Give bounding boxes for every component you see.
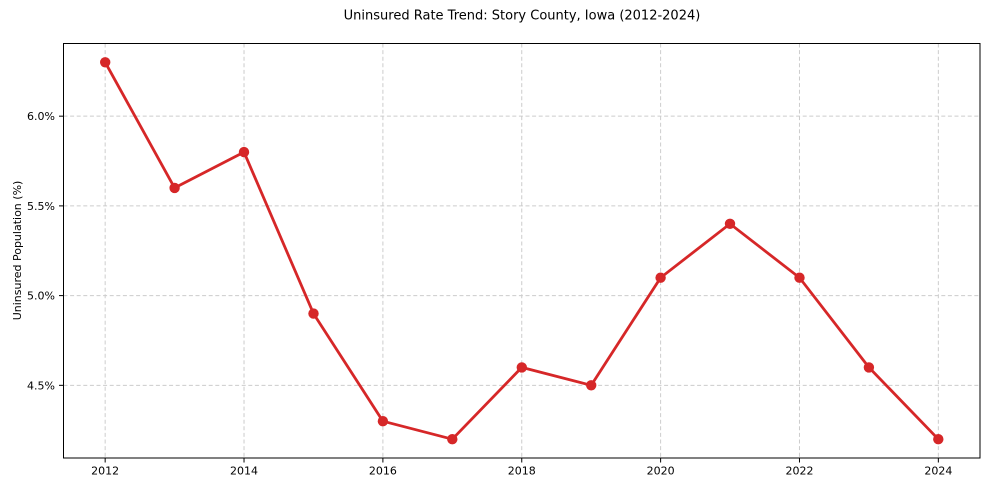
- data-point: [447, 434, 458, 445]
- data-point: [724, 218, 736, 229]
- y-tick-label: 5.0%: [27, 290, 55, 303]
- y-tick-label: 4.5%: [27, 379, 55, 392]
- data-point: [586, 380, 597, 391]
- y-tick-label: 5.5%: [27, 200, 55, 213]
- x-tick-label: 2012: [91, 465, 119, 478]
- chart-title: Uninsured Rate Trend: Story County, Iowa…: [344, 9, 701, 24]
- data-point: [308, 308, 319, 319]
- y-tick-label: 6.0%: [27, 110, 55, 123]
- data-series: [100, 57, 944, 445]
- y-axis: 4.5% 5.0% 5.5% 6.0%: [27, 110, 64, 392]
- x-tick-label: 2018: [508, 465, 536, 478]
- gridlines: [63, 43, 980, 458]
- data-point: [169, 182, 180, 194]
- data-point: [100, 57, 111, 68]
- data-point: [933, 434, 944, 445]
- y-axis-label: Uninsured Population (%): [11, 181, 24, 321]
- data-point: [238, 146, 250, 158]
- data-point: [863, 362, 875, 373]
- x-tick-label: 2020: [647, 465, 675, 478]
- plot-border: [63, 43, 981, 459]
- x-tick-label: 2016: [369, 465, 397, 478]
- data-point: [655, 272, 666, 283]
- data-point: [794, 272, 805, 283]
- x-tick-label: 2024: [924, 465, 952, 478]
- x-axis: 2012 2014 2016 2018 2020 2022 2024: [91, 458, 952, 478]
- x-tick-label: 2014: [230, 465, 258, 478]
- data-point: [516, 362, 527, 373]
- x-tick-label: 2022: [785, 465, 813, 478]
- data-point: [377, 416, 389, 427]
